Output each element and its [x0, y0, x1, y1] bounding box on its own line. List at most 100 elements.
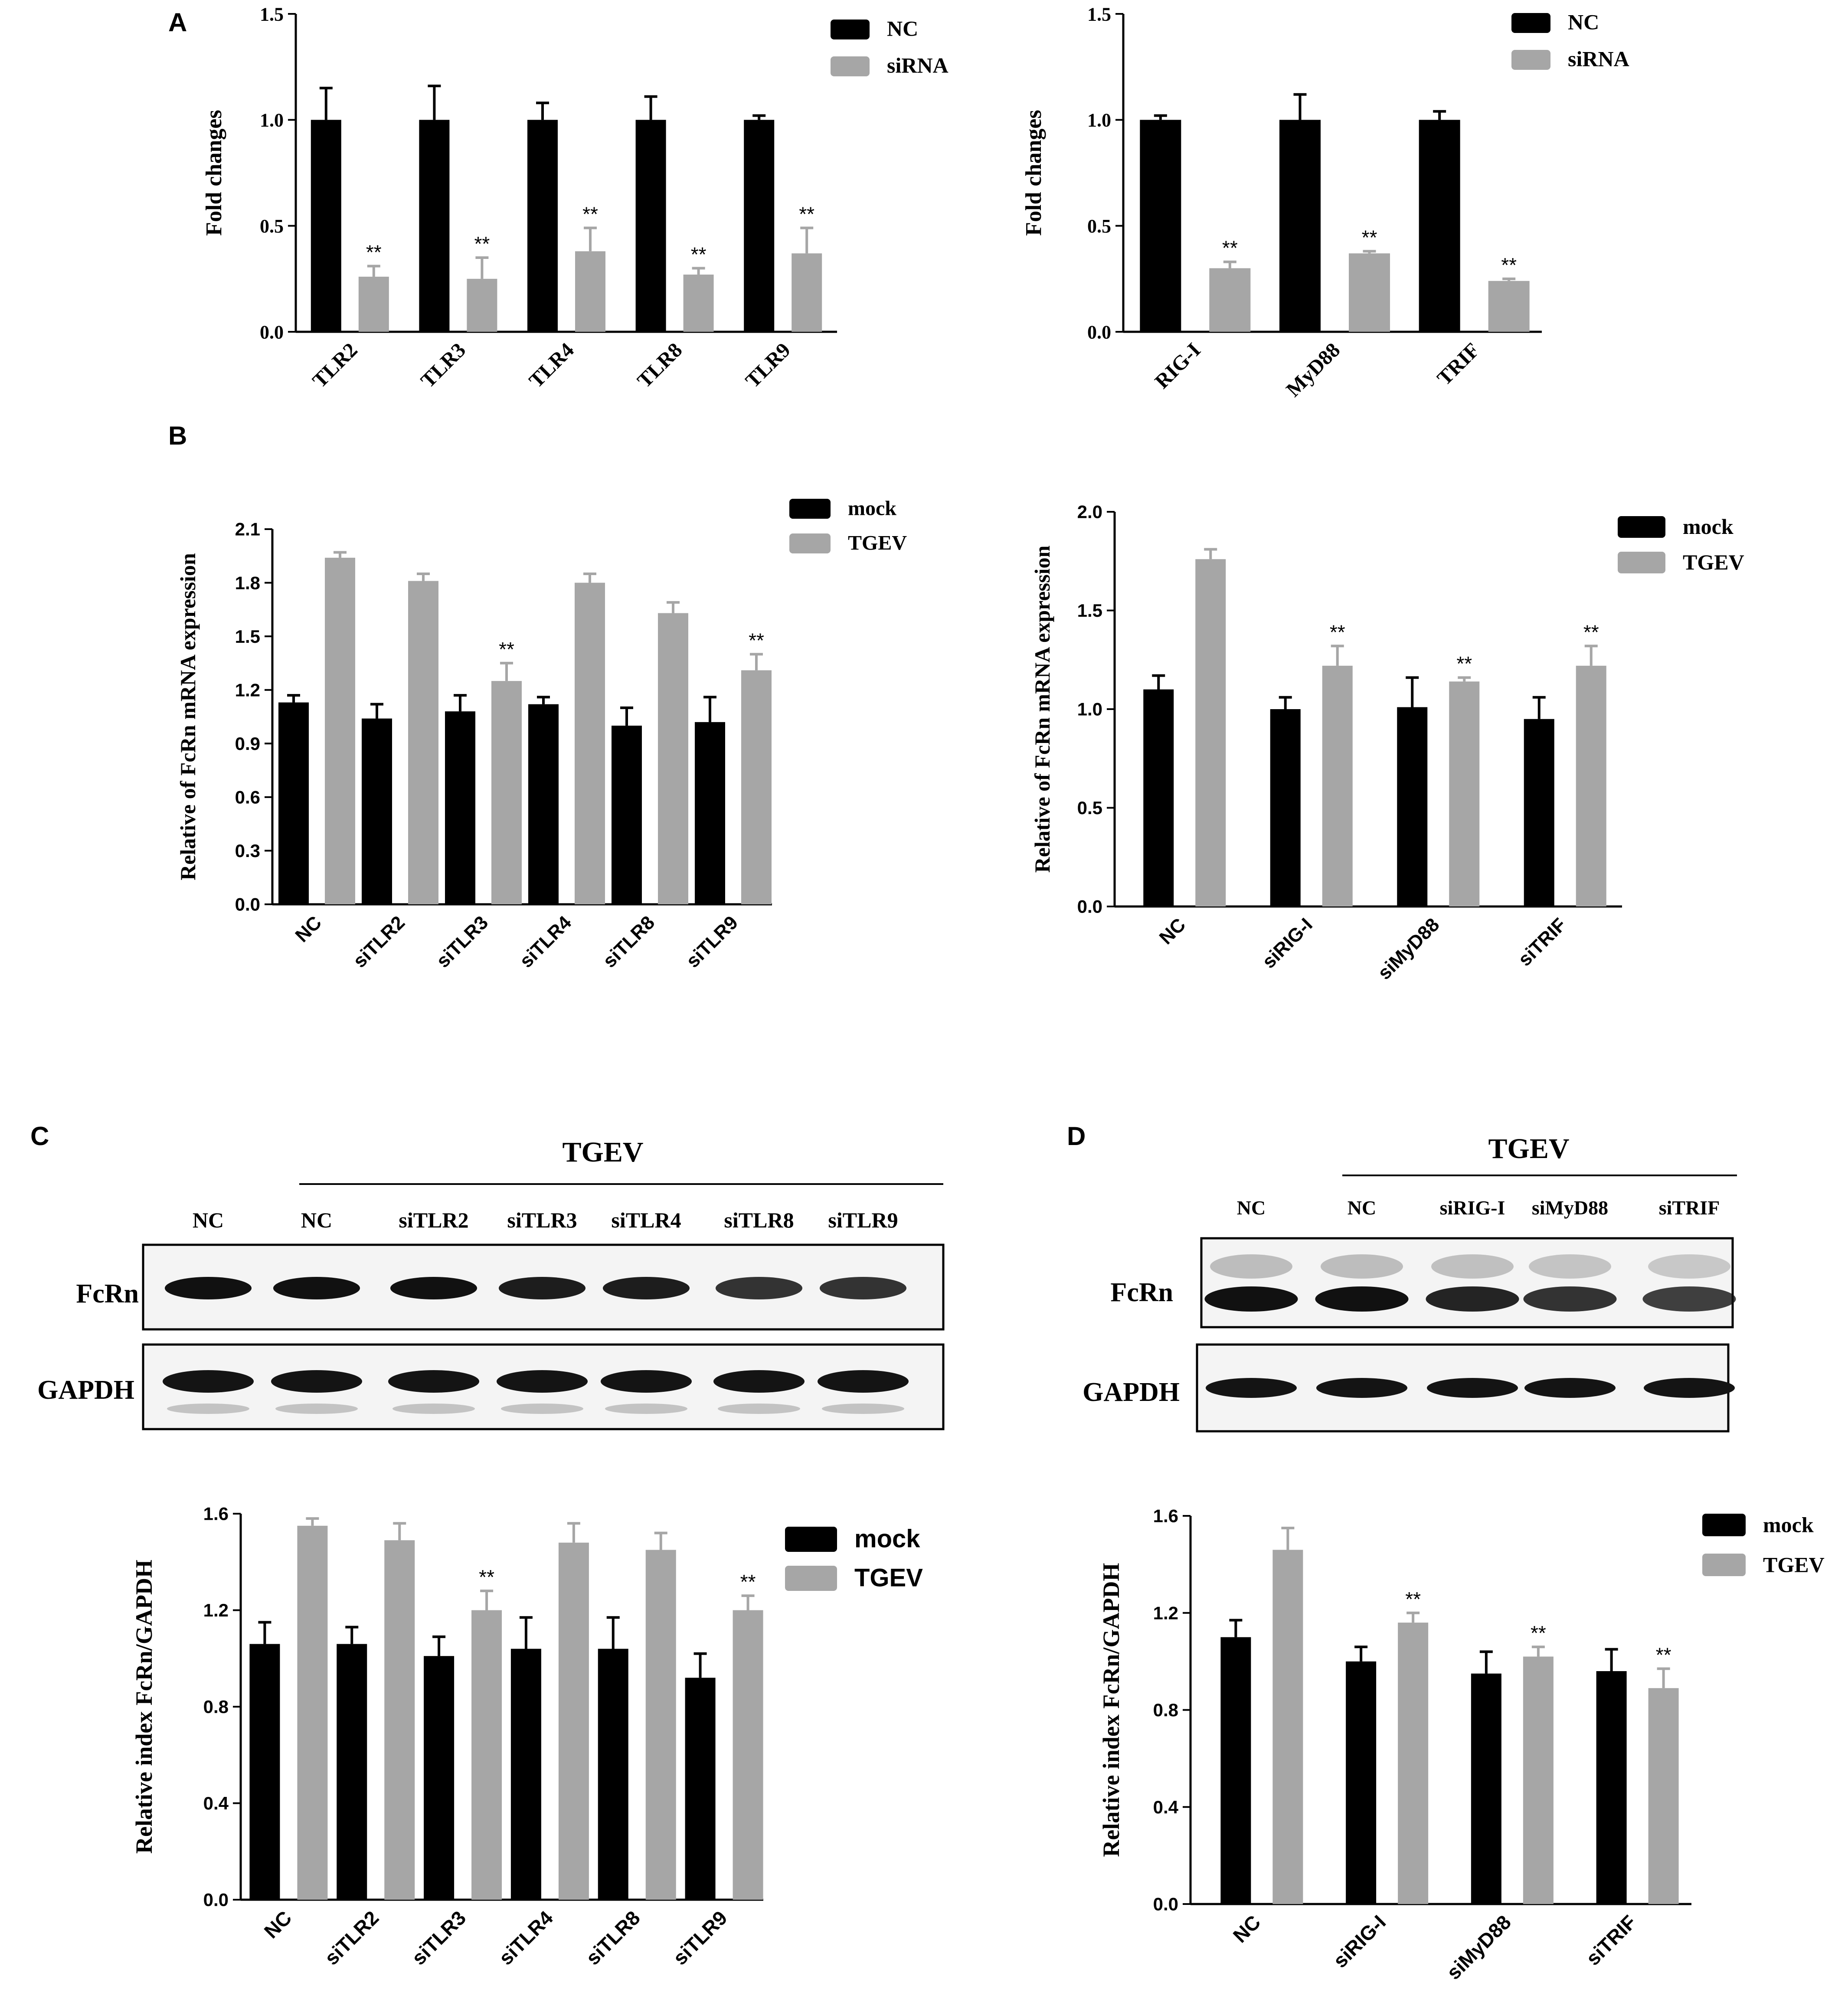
fcrn-band [390, 1277, 477, 1299]
row-label-fcrn: FcRn [76, 1279, 139, 1309]
y-tick-label: 1.0 [1087, 110, 1111, 131]
bar-tgev-sitlr2 [408, 581, 438, 904]
bar-mock-nc [249, 1644, 280, 1900]
fcrn-band [499, 1277, 585, 1299]
bar-tgev-nc [1195, 559, 1226, 906]
legend-swatch [1511, 50, 1550, 70]
bar-tgev-nc [325, 557, 355, 904]
y-tick-label: 0.0 [260, 321, 284, 343]
significance-marker: ** [1501, 254, 1517, 276]
y-tick-label: 0.9 [235, 733, 260, 754]
x-tick-label: TLR4 [525, 338, 579, 392]
fcrn-band [716, 1277, 802, 1299]
fcrn-upper-band [1648, 1254, 1730, 1279]
x-tick-label: NC [1155, 914, 1190, 949]
y-tick-label: 1.2 [1153, 1603, 1178, 1623]
gapdh-band [1427, 1378, 1518, 1398]
x-tick-label: siMyD88 [1442, 1911, 1515, 1984]
legend-label: NC [1568, 10, 1599, 34]
bar-tgev-sitlr8 [658, 613, 688, 904]
bar-mock-sirig-i [1270, 709, 1301, 906]
legend-label: siRNA [1568, 47, 1629, 71]
y-tick-label: 0.4 [203, 1793, 229, 1813]
panel-label-d: D [1067, 1122, 1086, 1151]
significance-marker: ** [1531, 1622, 1546, 1644]
bar-mock-sitrif [1596, 1671, 1627, 1904]
bar-sirna-tlr4 [575, 251, 605, 332]
significance-marker: ** [1656, 1643, 1671, 1666]
bar-nc-myd88 [1279, 120, 1321, 332]
legend-label: TGEV [1763, 1553, 1825, 1577]
legend-label: NC [887, 16, 918, 41]
y-axis-label: Relative of FcRn mRNA expression [176, 553, 200, 880]
x-tick-label: siMyD88 [1374, 914, 1443, 984]
gapdh-faint-band [167, 1404, 249, 1414]
bar-sirna-tlr8 [683, 275, 714, 332]
bar-mock-nc [278, 702, 309, 904]
bar-tgev-sirig-i [1322, 665, 1353, 906]
bar-sirna-tlr3 [467, 278, 497, 332]
x-tick-label: siRIG-I [1258, 914, 1317, 972]
legend-label: siRNA [887, 53, 949, 78]
gapdh-faint-band [392, 1404, 475, 1414]
legend-swatch [831, 56, 870, 76]
lane-label: NC [193, 1208, 224, 1232]
blot-d: TGEV NC NC siRIG-I siMyD88 siTRIF FcRn GAPDH [1083, 1133, 1737, 1433]
bar-tgev-sitlr9 [733, 1610, 763, 1900]
significance-marker: ** [479, 1566, 494, 1588]
bar-mock-sitlr2 [337, 1644, 367, 1900]
y-tick-label: 0.0 [235, 894, 260, 915]
row-label-gapdh: GAPDH [37, 1375, 134, 1405]
y-tick-label: 1.0 [1077, 699, 1102, 720]
bar-tgev-nc [1272, 1550, 1303, 1904]
fcrn-upper-band [1529, 1254, 1611, 1279]
panel-label-a: A [168, 8, 187, 37]
significance-marker: ** [1405, 1588, 1421, 1610]
bar-tgev-sitrif [1576, 665, 1606, 906]
y-tick-label: 0.6 [235, 787, 260, 808]
x-tick-label: siTLR3 [432, 912, 492, 972]
legend-swatch [1618, 552, 1665, 573]
chart-c1: 0.0 0.4 0.8 1.2 1.6 Relative index FcRn/GAPDH… [131, 1504, 923, 1970]
legend-label: mock [854, 1525, 920, 1553]
bar-mock-nc [1220, 1637, 1251, 1904]
bar-tgev-nc [297, 1525, 328, 1900]
gapdh-band [388, 1370, 479, 1393]
legend-swatch [831, 20, 870, 39]
y-tick-label: 1.5 [1087, 3, 1111, 25]
fcrn-upper-band [1321, 1254, 1403, 1279]
gapdh-band [818, 1370, 909, 1393]
bar-tgev-simyd88 [1523, 1656, 1554, 1904]
x-tick-label: siTLR9 [682, 912, 742, 972]
bar-tgev-sirig-i [1398, 1623, 1429, 1904]
bar-sirna-myd88 [1349, 253, 1390, 332]
legend-swatch [1618, 516, 1665, 538]
gapdh-faint-band [605, 1404, 687, 1414]
x-tick-label: siTLR4 [516, 912, 576, 972]
x-tick-label: siTLR8 [599, 912, 659, 972]
x-tick-label: siTRIF [1582, 1911, 1641, 1970]
chart-a1: 0.0 0.5 1.0 1.5 Fold changes ** ** ** ** ** TLR2 TL… [202, 3, 949, 392]
y-axis-label: Relative of FcRn mRNA expression [1030, 546, 1054, 873]
bar-tgev-sitrif [1648, 1688, 1679, 1904]
x-tick-label: siTRIF [1514, 914, 1570, 970]
bar-sirna-tlr2 [358, 276, 389, 332]
x-tick-label: siTLR9 [668, 1906, 731, 1969]
x-tick-label: TLR8 [633, 338, 687, 392]
fcrn-blot-frame [1200, 1237, 1734, 1328]
bar-mock-sitlr9 [685, 1678, 716, 1900]
gapdh-band [1524, 1378, 1616, 1398]
significance-marker: ** [740, 1571, 756, 1593]
bar-sirna-tlr9 [792, 253, 822, 332]
bar-tgev-sitlr2 [384, 1540, 415, 1900]
y-tick-label: 0.0 [1153, 1894, 1178, 1914]
chart-a2: 0.0 0.5 1.0 1.5 Fold changes ** ** ** RIG-I MyD88… [1021, 3, 1629, 401]
x-tick-label: TLR2 [308, 338, 362, 392]
lane-label: siTLR2 [399, 1208, 468, 1232]
y-tick-label: 0.4 [1153, 1797, 1179, 1817]
lane-label: siRIG-I [1440, 1197, 1505, 1219]
y-tick-label: 1.2 [235, 680, 260, 700]
lane-label: siTLR3 [507, 1208, 577, 1232]
bar-mock-sitlr4 [528, 704, 559, 904]
